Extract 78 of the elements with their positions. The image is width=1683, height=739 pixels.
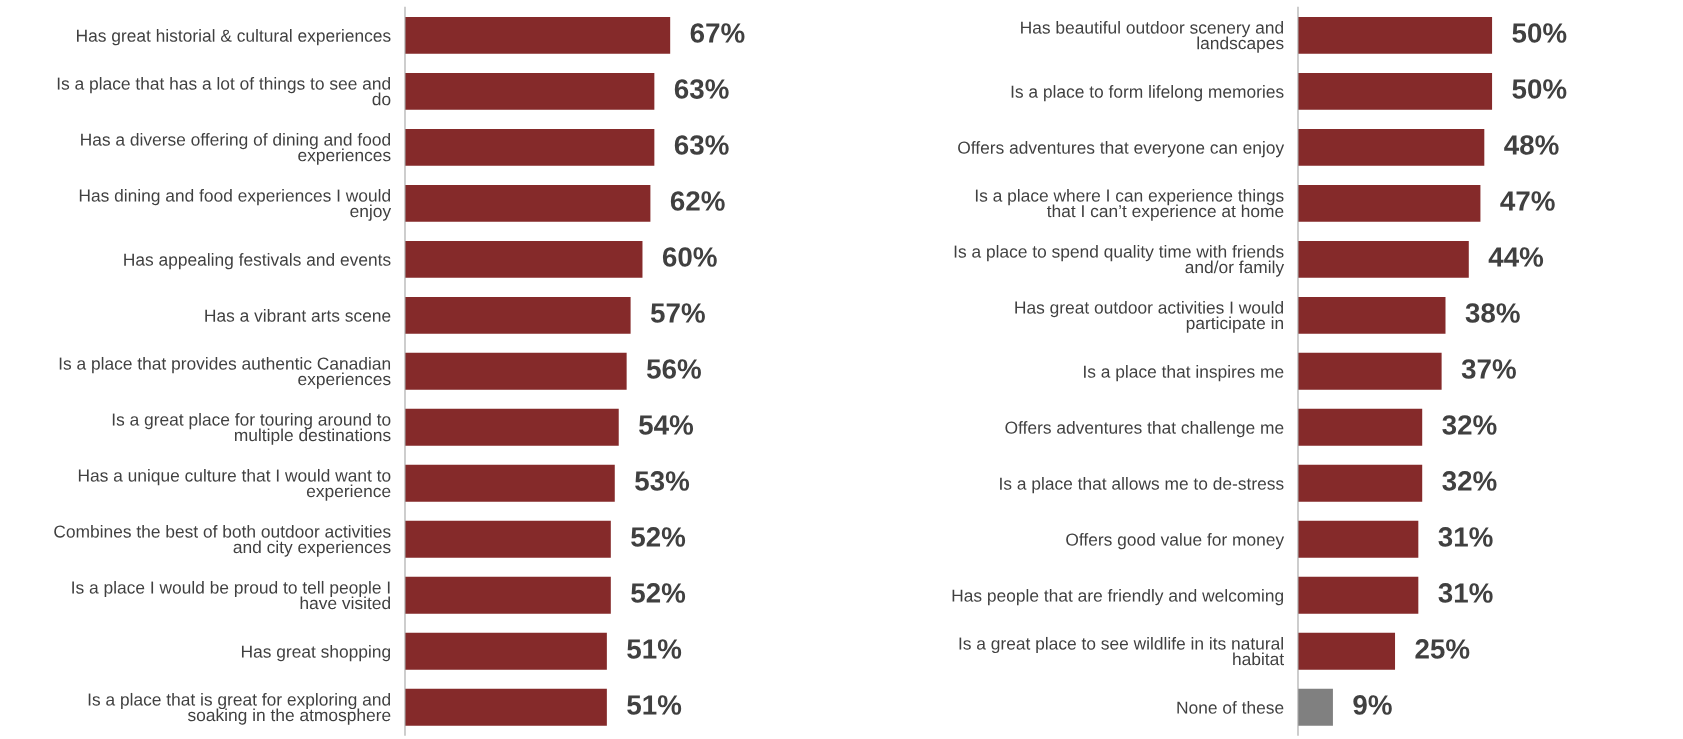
bar <box>1298 576 1419 614</box>
y-tick-label: Is a place to form lifelong memories <box>1011 85 1284 102</box>
y-tick-label: Is a place where I can experience things that I can’t experience at home <box>975 188 1284 221</box>
y-tick-label: Has a unique culture that I would want to experience <box>78 468 391 501</box>
y-tick-label: Is a place to spend quality time with friends and/or family <box>954 244 1285 277</box>
y-tick-label: Combines the best of both outdoor activities and city experiences <box>54 524 391 557</box>
data-label: 9% <box>1353 695 1392 715</box>
bar <box>1298 240 1469 278</box>
y-tick-label: Is a great place to see wildlife in its natural habitat <box>959 636 1284 666</box>
y-tick-label: Has great outdoor activities I would participate in <box>1015 300 1284 333</box>
y-tick-label: Is a place that allows me to de-stress <box>1000 477 1284 494</box>
y-tick-label: Has a vibrant arts scene <box>205 309 391 322</box>
data-label: 32% <box>1442 471 1497 491</box>
data-label: 62% <box>670 191 725 211</box>
data-label: 67% <box>690 23 745 43</box>
data-label: 47% <box>1500 191 1555 211</box>
bar <box>1298 520 1419 558</box>
y-tick-label: Has a diverse offering of dining and food experiences <box>81 132 391 165</box>
data-label: 50% <box>1512 79 1567 99</box>
bar <box>405 632 607 670</box>
data-label: 37% <box>1461 359 1516 379</box>
bar <box>405 464 615 502</box>
y-tick-label: Offers adventures that everyone can enjoy <box>958 141 1285 158</box>
bar <box>405 576 611 614</box>
y-tick-label: None of these <box>1177 701 1284 714</box>
bar <box>1298 184 1481 222</box>
bar <box>405 128 655 166</box>
bar <box>1298 16 1493 54</box>
data-label: 51% <box>627 639 682 659</box>
data-label: 50% <box>1512 23 1567 43</box>
bar <box>1298 128 1485 166</box>
bar <box>405 240 643 278</box>
y-tick-label: Is a place I would be proud to tell people I have visited <box>72 580 390 610</box>
bar <box>405 72 655 110</box>
bar <box>1298 632 1396 670</box>
y-tick-label: Is a great place for touring around to multiple destinations <box>112 412 391 445</box>
y-tick-label: Has people that are friendly and welcoming <box>952 589 1284 606</box>
data-label: 52% <box>631 583 686 603</box>
data-label: 54% <box>639 415 694 435</box>
y-tick-label: Has great shopping <box>241 645 390 662</box>
data-label: 53% <box>635 471 690 491</box>
bar <box>405 184 651 222</box>
y-tick-label: Is a place that is great for exploring and soaking in the atmosphere <box>88 692 391 725</box>
data-label: 63% <box>674 79 729 99</box>
bar <box>405 16 671 54</box>
y-tick-label: Is a place that inspires me <box>1084 365 1284 382</box>
data-label: 60% <box>662 247 717 267</box>
bar <box>1298 408 1423 446</box>
bar <box>405 352 627 390</box>
y-tick-label: Has dining and food experiences I would enjoy <box>79 188 392 221</box>
y-tick-label: Has beautiful outdoor scenery and landscapes <box>1021 21 1284 53</box>
data-label: 48% <box>1504 135 1559 155</box>
y-tick-label: Has great historial & cultural experiences <box>77 29 391 46</box>
data-label: 56% <box>646 359 701 379</box>
bar <box>1298 464 1423 502</box>
data-label: 52% <box>631 527 686 547</box>
y-tick-label: Is a place that has a lot of things to see and do <box>57 77 391 106</box>
bar <box>405 520 611 558</box>
data-label: 57% <box>650 303 705 323</box>
bar <box>405 688 607 726</box>
data-label: 63% <box>674 135 729 155</box>
y-tick-label: Offers adventures that challenge me <box>1005 421 1284 438</box>
bar <box>1298 688 1333 726</box>
data-label: 25% <box>1415 639 1470 659</box>
y-tick-label: Offers good value for money <box>1066 533 1285 550</box>
bar <box>1298 296 1446 334</box>
data-label: 38% <box>1465 303 1520 323</box>
y-tick-label: Has appealing festivals and events <box>124 253 391 270</box>
bar <box>1298 352 1442 390</box>
bar <box>405 296 631 334</box>
data-label: 44% <box>1488 247 1544 267</box>
y-tick-label: Is a place that provides authentic Canadian experiences <box>59 356 391 389</box>
bar <box>1298 72 1493 110</box>
data-label: 31% <box>1438 583 1493 603</box>
data-label: 51% <box>627 695 682 715</box>
bar <box>405 408 619 446</box>
data-label: 32% <box>1442 415 1497 435</box>
data-label: 31% <box>1438 527 1493 547</box>
